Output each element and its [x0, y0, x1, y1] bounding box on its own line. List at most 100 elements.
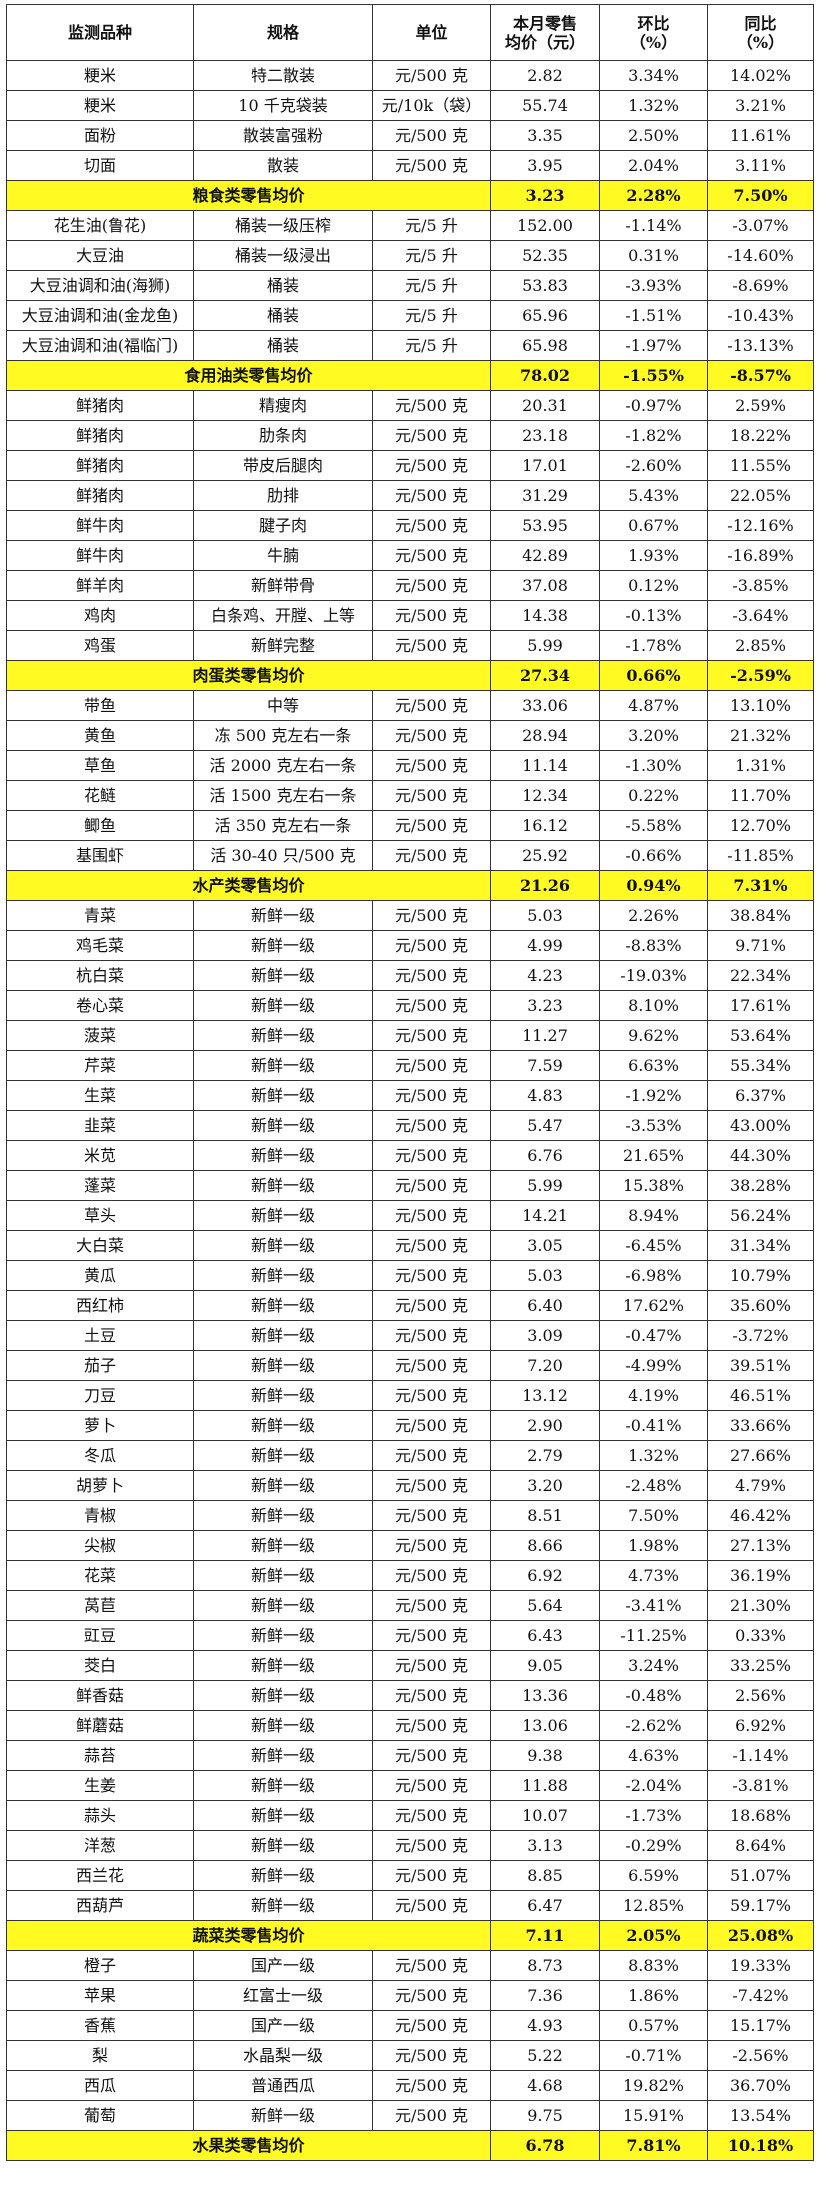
yoy-change-cell: 11.70%: [707, 780, 814, 811]
spec-cell: 新鲜一级: [193, 1410, 373, 1441]
avg-price-cell: 5.99: [490, 1170, 600, 1201]
spec-cell: 活 2000 克左右一条: [193, 750, 373, 781]
variety-cell: 草头: [6, 1200, 194, 1231]
avg-price-cell: 4.99: [490, 930, 600, 961]
yoy-change-cell: 46.42%: [707, 1500, 814, 1531]
mom-change-cell: 21.65%: [599, 1140, 708, 1171]
table-row: 黄瓜 新鲜一级 元/500 克 5.03 -6.98% 10.79%: [6, 1260, 814, 1291]
table-row: 菠菜 新鲜一级 元/500 克 11.27 9.62% 53.64%: [6, 1020, 814, 1051]
mom-change-cell: 6.59%: [599, 1860, 708, 1891]
avg-price-cell: 52.35: [490, 240, 600, 271]
avg-price-cell: 55.74: [490, 90, 600, 121]
yoy-change-cell: 33.25%: [707, 1650, 814, 1681]
variety-cell: 豇豆: [6, 1620, 194, 1651]
unit-cell: 元/500 克: [372, 480, 491, 511]
table-row: 香蕉 国产一级 元/500 克 4.93 0.57% 15.17%: [6, 2010, 814, 2041]
yoy-change-cell: 22.34%: [707, 960, 814, 991]
variety-cell: 蒜头: [6, 1800, 194, 1831]
mom-change-cell: 5.43%: [599, 480, 708, 511]
yoy-change-cell: 0.33%: [707, 1620, 814, 1651]
variety-cell: 莴苣: [6, 1590, 194, 1621]
avg-price-cell: 5.22: [490, 2040, 600, 2071]
table-row: 韭菜 新鲜一级 元/500 克 5.47 -3.53% 43.00%: [6, 1110, 814, 1141]
unit-cell: 元/5 升: [372, 240, 491, 271]
table-row: 芹菜 新鲜一级 元/500 克 7.59 6.63% 55.34%: [6, 1050, 814, 1081]
variety-cell: 鸡毛菜: [6, 930, 194, 961]
unit-cell: 元/500 克: [372, 2040, 491, 2071]
price-table-sheet: 监测品种 规格 单位 本月零售 均价（元） 环比 （%） 同比 （%） 粳米 特二散装元…: [6, 4, 814, 2161]
avg-price-cell: 9.75: [490, 2100, 600, 2131]
unit-cell: 元/500 克: [372, 1770, 491, 1801]
category-average-row: 水果类零售均价 6.78 7.81% 10.18%: [6, 2130, 814, 2161]
avg-price-cell: 17.01: [490, 450, 600, 481]
spec-cell: 肋排: [193, 480, 373, 511]
yoy-change-cell: -11.85%: [707, 840, 814, 871]
yoy-change-cell: 2.56%: [707, 1680, 814, 1711]
unit-cell: 元/500 克: [372, 990, 491, 1021]
table-header: 监测品种 规格 单位 本月零售 均价（元） 环比 （%） 同比 （%）: [6, 4, 814, 61]
avg-price-cell: 20.31: [490, 390, 600, 421]
unit-cell: 元/500 克: [372, 1350, 491, 1381]
variety-cell: 西兰花: [6, 1860, 194, 1891]
yoy-change-cell: 17.61%: [707, 990, 814, 1021]
mom-change-cell: 4.19%: [599, 1380, 708, 1411]
mom-change-cell: 2.28%: [599, 180, 708, 211]
variety-cell: 蓬菜: [6, 1170, 194, 1201]
yoy-change-cell: 14.02%: [707, 60, 814, 91]
mom-change-cell: 1.93%: [599, 540, 708, 571]
unit-cell: 元/500 克: [372, 1080, 491, 1111]
mom-change-cell: -0.41%: [599, 1410, 708, 1441]
yoy-change-cell: 43.00%: [707, 1110, 814, 1141]
table-row: 米苋 新鲜一级 元/500 克 6.76 21.65% 44.30%: [6, 1140, 814, 1171]
unit-cell: 元/5 升: [372, 210, 491, 241]
spec-cell: 白条鸡、开膛、上等: [193, 600, 373, 631]
mom-change-cell: 1.32%: [599, 90, 708, 121]
spec-cell: 新鲜一级: [193, 1470, 373, 1501]
yoy-change-cell: 55.34%: [707, 1050, 814, 1081]
spec-cell: 普通西瓜: [193, 2070, 373, 2101]
avg-price-cell: 5.03: [490, 900, 600, 931]
table-row: 鸡毛菜 新鲜一级 元/500 克 4.99 -8.83% 9.71%: [6, 930, 814, 961]
table-row: 西瓜 普通西瓜 元/500 克 4.68 19.82% 36.70%: [6, 2070, 814, 2101]
spec-cell: 新鲜一级: [193, 1050, 373, 1081]
spec-cell: 新鲜一级: [193, 1560, 373, 1591]
unit-cell: 元/500 克: [372, 720, 491, 751]
yoy-change-cell: 27.13%: [707, 1530, 814, 1561]
avg-price-cell: 65.96: [490, 300, 600, 331]
yoy-change-cell: 25.08%: [707, 1920, 814, 1951]
mom-change-cell: -1.51%: [599, 300, 708, 331]
variety-cell: 米苋: [6, 1140, 194, 1171]
unit-cell: 元/500 克: [372, 420, 491, 451]
yoy-change-cell: 21.32%: [707, 720, 814, 751]
mom-change-cell: -3.93%: [599, 270, 708, 301]
spec-cell: 桶装: [193, 330, 373, 361]
mom-change-cell: 7.81%: [599, 2130, 708, 2161]
avg-price-cell: 53.95: [490, 510, 600, 541]
unit-cell: 元/5 升: [372, 300, 491, 331]
spec-cell: 新鲜一级: [193, 1290, 373, 1321]
avg-price-cell: 6.92: [490, 1560, 600, 1591]
table-row: 蒜头 新鲜一级 元/500 克 10.07 -1.73% 18.68%: [6, 1800, 814, 1831]
mom-change-cell: 3.34%: [599, 60, 708, 91]
spec-cell: 新鲜一级: [193, 1530, 373, 1561]
variety-cell: 大豆油调和油(海狮): [6, 270, 194, 301]
mom-change-cell: 2.05%: [599, 1920, 708, 1951]
mom-change-cell: -1.92%: [599, 1080, 708, 1111]
unit-cell: 元/500 克: [372, 1500, 491, 1531]
mom-change-cell: 15.91%: [599, 2100, 708, 2131]
unit-cell: 元/500 克: [372, 570, 491, 601]
mom-change-cell: 0.94%: [599, 870, 708, 901]
variety-cell: 面粉: [6, 120, 194, 151]
spec-cell: 桶装一级压榨: [193, 210, 373, 241]
table-row: 大豆油调和油(金龙鱼) 桶装 元/5 升 65.96 -1.51% -10.43%: [6, 300, 814, 331]
variety-cell: 切面: [6, 150, 194, 181]
unit-cell: 元/500 克: [372, 600, 491, 631]
unit-cell: 元/500 克: [372, 1800, 491, 1831]
table-row: 尖椒 新鲜一级 元/500 克 8.66 1.98% 27.13%: [6, 1530, 814, 1561]
yoy-change-cell: -14.60%: [707, 240, 814, 271]
variety-cell: 洋葱: [6, 1830, 194, 1861]
mom-change-cell: 9.62%: [599, 1020, 708, 1051]
table-row: 青菜 新鲜一级 元/500 克 5.03 2.26% 38.84%: [6, 900, 814, 931]
table-row: 萝卜 新鲜一级 元/500 克 2.90 -0.41% 33.66%: [6, 1410, 814, 1441]
unit-cell: 元/500 克: [372, 1650, 491, 1681]
